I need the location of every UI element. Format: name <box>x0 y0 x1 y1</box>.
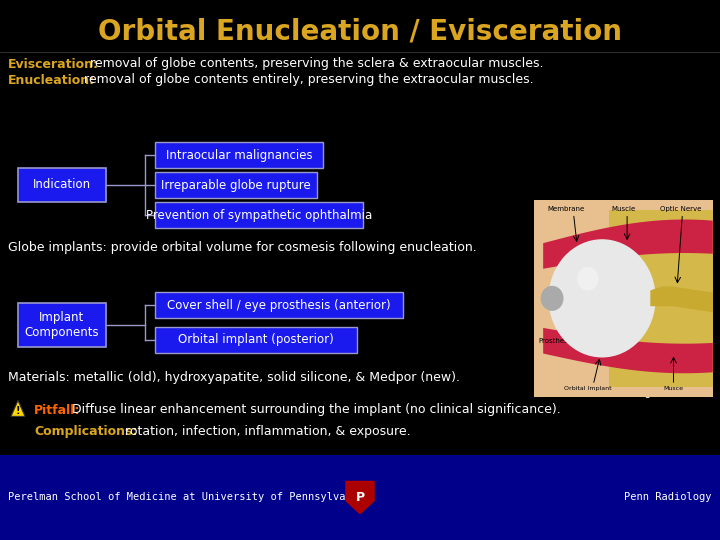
Text: Muscle: Muscle <box>611 206 636 212</box>
Text: Irreparable globe rupture: Irreparable globe rupture <box>161 179 311 192</box>
FancyBboxPatch shape <box>155 292 403 318</box>
Text: Complications:: Complications: <box>34 426 138 438</box>
Text: Evisceration:: Evisceration: <box>8 57 99 71</box>
Circle shape <box>577 267 598 291</box>
Text: Orbital Enucleation / Evisceration: Orbital Enucleation / Evisceration <box>98 18 622 46</box>
Circle shape <box>541 287 563 310</box>
Text: Globe implants: provide orbital volume for cosmesis following enucleation.: Globe implants: provide orbital volume f… <box>8 241 477 254</box>
Text: Orbital Implant: Orbital Implant <box>564 386 611 391</box>
Text: Pitfall:: Pitfall: <box>34 403 81 416</box>
FancyBboxPatch shape <box>0 455 720 540</box>
FancyBboxPatch shape <box>534 200 713 397</box>
Text: Diffuse linear enhancement surrounding the implant (no clinical significance).: Diffuse linear enhancement surrounding t… <box>68 403 561 416</box>
Text: Cover shell / eye prosthesis (anterior): Cover shell / eye prosthesis (anterior) <box>167 299 391 312</box>
Text: Perelman School of Medicine at University of Pennsylvania: Perelman School of Medicine at Universit… <box>8 492 364 503</box>
Polygon shape <box>650 287 713 312</box>
Text: Optic Nerve: Optic Nerve <box>660 206 701 212</box>
FancyBboxPatch shape <box>18 303 106 347</box>
Polygon shape <box>346 482 374 514</box>
FancyBboxPatch shape <box>155 327 357 353</box>
FancyBboxPatch shape <box>155 142 323 168</box>
Polygon shape <box>609 210 713 387</box>
Text: Penn Radiology: Penn Radiology <box>624 492 712 503</box>
Text: Prosthesis: Prosthesis <box>538 338 573 344</box>
Text: Membrane: Membrane <box>548 206 585 212</box>
Circle shape <box>549 239 656 357</box>
Text: Musce: Musce <box>664 386 683 391</box>
Text: Indication: Indication <box>33 179 91 192</box>
Text: Orbital implant (posterior): Orbital implant (posterior) <box>178 334 334 347</box>
Text: !: ! <box>16 406 20 416</box>
Text: Materials: metallic (old), hydroxyapatite, solid silicone, & Medpor (new).: Materials: metallic (old), hydroxyapatit… <box>8 372 460 384</box>
Polygon shape <box>346 482 374 514</box>
FancyBboxPatch shape <box>155 202 363 228</box>
Polygon shape <box>543 328 713 373</box>
Text: Intraocular malignancies: Intraocular malignancies <box>166 148 312 161</box>
Text: removal of globe contents entirely, preserving the extraocular muscles.: removal of globe contents entirely, pres… <box>80 73 534 86</box>
FancyBboxPatch shape <box>18 168 106 202</box>
Text: www.oasa.org.za: www.oasa.org.za <box>579 388 667 398</box>
FancyBboxPatch shape <box>155 172 317 198</box>
Text: Enucleation:: Enucleation: <box>8 73 95 86</box>
Text: Implant
Components: Implant Components <box>24 311 99 339</box>
Text: P: P <box>356 491 364 504</box>
Text: removal of globe contents, preserving the sclera & extraocular muscles.: removal of globe contents, preserving th… <box>86 57 544 71</box>
Text: Prevention of sympathetic ophthalmia: Prevention of sympathetic ophthalmia <box>146 208 372 221</box>
Polygon shape <box>11 400 25 416</box>
Polygon shape <box>543 220 713 269</box>
Text: rotation, infection, inflammation, & exposure.: rotation, infection, inflammation, & exp… <box>121 426 410 438</box>
